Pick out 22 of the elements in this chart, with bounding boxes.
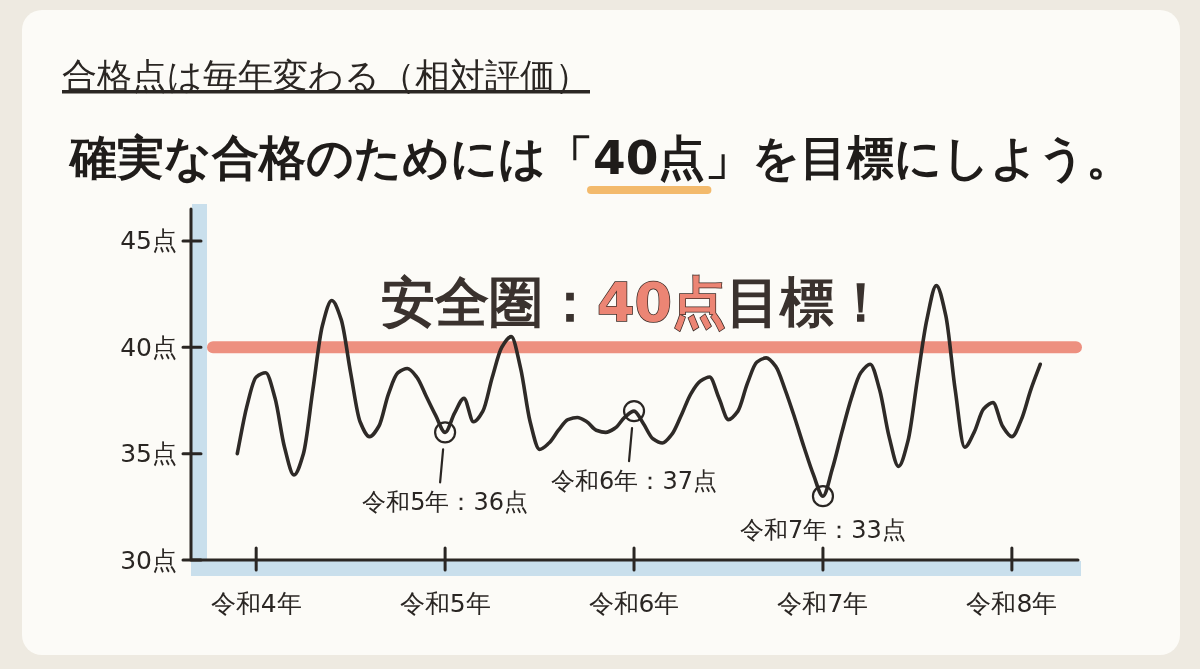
ref-line: 安全圏：40点目標！ xyxy=(207,271,1082,354)
subtitle: 確実な合格のためには「40点」を目標にしよう。 xyxy=(70,130,1134,185)
y-tick-label: 40点 xyxy=(120,332,177,362)
y-tick-label: 30点 xyxy=(120,545,177,575)
x-tick-label: 令和6年 xyxy=(588,589,680,618)
x-tick-label: 令和5年 xyxy=(399,589,491,618)
ref-line-label: 安全圏：40点目標！ xyxy=(380,271,889,335)
y-tick-label: 35点 xyxy=(120,439,177,469)
x-tick-label: 令和8年 xyxy=(966,589,1058,618)
x-tick-label: 令和4年 xyxy=(210,589,302,618)
y-tick-label: 45点 xyxy=(120,226,177,256)
x-tick-label: 令和7年 xyxy=(777,589,869,618)
annotation: 令和6年：37点 xyxy=(551,467,717,496)
annotation: 令和7年：33点 xyxy=(740,485,906,544)
title: 合格点は毎年変わる（相対評価） xyxy=(62,56,590,96)
point xyxy=(811,485,835,508)
annotation: 令和5年：36点 xyxy=(362,421,528,517)
point xyxy=(622,399,646,423)
point xyxy=(434,421,457,444)
annotation: 令和6年：37点 xyxy=(551,400,717,496)
annotation: 令和7年：33点 xyxy=(740,516,906,544)
annotation: 令和5年：36点 xyxy=(362,488,529,517)
